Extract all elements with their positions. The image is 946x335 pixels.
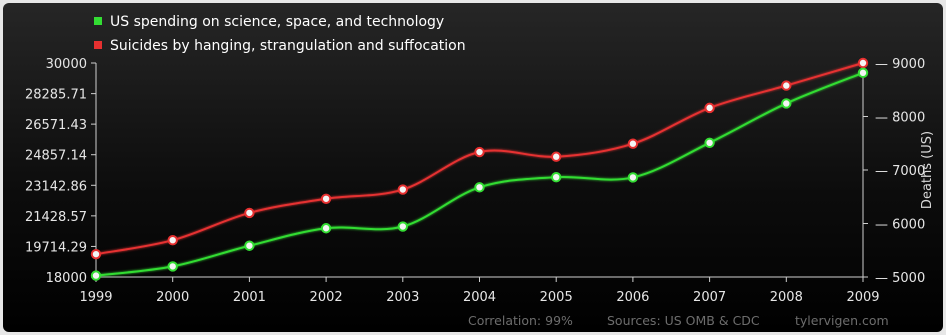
legend-label-suicides: Suicides by hanging, strangulation and s…	[110, 38, 466, 54]
data-point-suicides	[857, 57, 869, 69]
left-axis-ticks: 18000 19714.29 21428.57 23142.86 24857.14 265…	[25, 57, 96, 286]
x-tick-label: 2005	[540, 290, 573, 305]
right-tick-label: — 8000	[875, 111, 925, 126]
chart-panel: US spending on science, space, and techn…	[3, 3, 943, 332]
data-point-spending	[704, 137, 715, 149]
x-tick-label: 2004	[463, 290, 496, 305]
sources-text: Sources: US OMB & CDC	[607, 313, 760, 328]
x-tick-label: 2000	[156, 290, 189, 305]
left-tick-label: 26571.43	[25, 118, 87, 133]
data-point-suicides	[781, 80, 792, 91]
right-tick-label: — 7000	[875, 164, 925, 179]
dual-axis-line-chart: US spending on science, space, and techn…	[25, 14, 935, 328]
data-point-suicides	[244, 207, 255, 219]
series-spending	[90, 67, 869, 281]
data-point-suicides	[704, 102, 715, 114]
data-point-spending	[167, 261, 178, 272]
data-point-spending	[397, 221, 408, 232]
right-axis-title: Deaths (US)	[920, 131, 935, 209]
right-tick-label: — 6000	[875, 218, 925, 233]
site-text: tylervigen.com	[795, 313, 889, 328]
x-tick-label: 2003	[386, 290, 419, 305]
left-tick-label: 23142.86	[25, 179, 87, 194]
x-axis-ticks: 1999 2000 2001 2002 2003 2004 2005 2006 2007 2008…	[79, 277, 880, 305]
legend: US spending on science, space, and techn…	[94, 14, 466, 54]
data-point-suicides	[320, 193, 332, 204]
left-tick-label: 18000	[46, 271, 87, 286]
data-point-spending	[320, 223, 332, 234]
data-point-spending	[857, 67, 869, 79]
data-point-suicides	[167, 234, 178, 246]
data-point-spending	[244, 240, 255, 251]
data-point-suicides	[627, 138, 639, 149]
right-axis-ticks: — 5000 — 6000 — 7000 — 8000 — 9000	[863, 57, 925, 286]
data-point-spending	[781, 98, 792, 109]
data-point-suicides	[551, 151, 562, 162]
x-tick-label: 2008	[770, 290, 803, 305]
legend-swatch-spending	[94, 17, 102, 25]
x-tick-label: 2001	[233, 290, 266, 305]
data-point-spending	[474, 182, 485, 193]
x-tick-label: 2006	[616, 290, 649, 305]
series-layer	[90, 57, 869, 281]
series-line-suicides	[95, 62, 864, 256]
left-tick-label: 21428.57	[25, 210, 87, 225]
legend-swatch-suicides	[94, 41, 102, 49]
series-suicides	[90, 57, 869, 260]
left-tick-label: 19714.29	[25, 240, 87, 255]
data-point-spending	[551, 171, 562, 183]
chart-footer: Correlation: 99% Sources: US OMB & CDC t…	[468, 313, 889, 328]
x-tick-label: 2007	[693, 290, 726, 305]
data-point-suicides	[90, 248, 102, 260]
left-tick-label: 24857.14	[25, 149, 87, 164]
correlation-text: Correlation: 99%	[468, 313, 573, 328]
x-tick-label: 2009	[846, 290, 879, 305]
right-tick-label: — 9000	[875, 57, 925, 72]
series-line-spending	[95, 71, 864, 277]
right-tick-label: — 5000	[875, 271, 925, 286]
x-tick-label: 1999	[79, 290, 112, 305]
data-point-spending	[90, 270, 102, 281]
data-point-suicides	[397, 184, 408, 195]
left-tick-label: 28285.71	[25, 88, 87, 103]
data-point-spending	[627, 172, 639, 183]
data-point-suicides	[474, 146, 485, 158]
legend-label-spending: US spending on science, space, and techn…	[110, 14, 444, 30]
left-tick-label: 30000	[46, 57, 87, 72]
x-tick-label: 2002	[310, 290, 343, 305]
